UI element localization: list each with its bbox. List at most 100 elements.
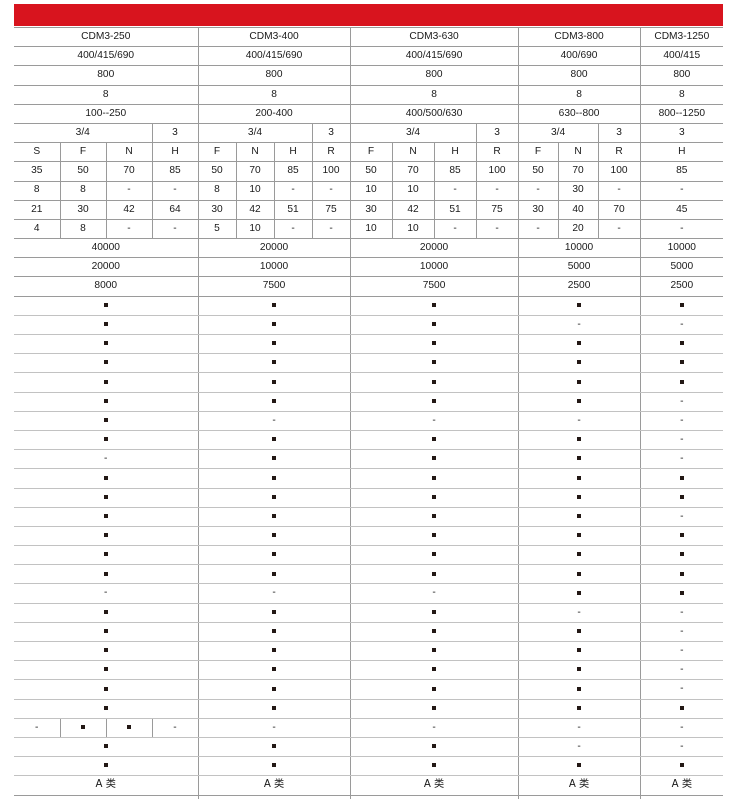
feature-11-g2 — [198, 488, 351, 508]
feature-01-g5 — [640, 296, 724, 316]
feature-13-g4 — [518, 526, 641, 547]
bullet-marker — [432, 302, 437, 307]
table-row — [14, 488, 724, 508]
feature-12-g2 — [198, 507, 351, 527]
pole-count-g3-2: 3 — [476, 123, 519, 144]
bullet-marker — [272, 667, 277, 672]
bullet-marker — [432, 686, 437, 691]
insulation-voltage-g2: 800 — [198, 65, 351, 86]
group-title-3: CDM3-630 — [350, 26, 519, 48]
bullet-marker — [81, 725, 85, 730]
breaking-capacity-icu-g1-1: 35 — [14, 161, 61, 182]
bullet-marker — [272, 302, 277, 307]
bullet-marker — [577, 475, 582, 480]
breaking-capacity-icu-g1-4: 85 — [152, 161, 199, 182]
table-row — [14, 334, 724, 355]
bullet-marker — [679, 533, 684, 538]
bullet-marker — [577, 552, 582, 557]
table-row: CDM3-250 CDM3-400 CDM3-630 CDM3-800 CDM3-125… — [14, 26, 724, 48]
bullet-marker — [577, 494, 582, 499]
feature-15-g3 — [350, 564, 519, 585]
bullet-marker — [272, 475, 277, 480]
bullet-marker — [272, 763, 277, 768]
feature-14-g5 — [640, 545, 724, 566]
row-d-g1-1: 4 — [14, 219, 61, 240]
breaking-capacity-icu-g3-1: 50 — [350, 161, 393, 182]
feature-09-g1: - — [14, 449, 199, 470]
bullet-marker — [272, 341, 277, 346]
electrical-life-1-g3: 10000 — [350, 257, 519, 278]
row-d-g4-1: - — [518, 219, 559, 240]
sub-header-g2-H-2: H — [274, 142, 313, 163]
impulse-withstand-g5: 8 — [640, 85, 724, 105]
feature-12-g3 — [350, 507, 519, 527]
bullet-marker — [432, 648, 437, 653]
sub-header-g4-N-1: N — [558, 142, 599, 163]
feature-23-split-g5: - — [640, 718, 724, 738]
feature-18-g3 — [350, 622, 519, 643]
bullet-marker — [679, 360, 684, 365]
bullet-marker — [679, 571, 684, 576]
breaking-capacity-ics-g2-1: 30 — [198, 200, 237, 220]
feature-08-g1 — [14, 430, 199, 451]
bullet-marker — [103, 533, 108, 538]
row-d-g1-2: 8 — [60, 219, 107, 240]
bullet-marker — [577, 513, 582, 518]
bullet-marker — [577, 437, 582, 442]
feature-03-g1 — [14, 334, 199, 355]
feature-22-g3 — [350, 699, 519, 719]
breaking-capacity-icu-g1-2: 50 — [60, 161, 107, 182]
sub-header-g3-H-2: H — [434, 142, 477, 163]
table-row: ---- — [14, 411, 724, 431]
bullet-marker — [577, 705, 582, 710]
pole-count-g2-2: 3 — [312, 123, 351, 144]
feature-18-g2 — [198, 622, 351, 643]
feature-25-g5 — [640, 756, 724, 777]
feature-19-g3 — [350, 641, 519, 662]
feature-24-g2 — [198, 737, 351, 758]
feature-19-g5: - — [640, 641, 724, 662]
rated-voltage-g2: 400/415/690 — [198, 46, 351, 67]
impulse-withstand-g1: 8 — [14, 85, 199, 105]
table-row: - — [14, 507, 724, 527]
feature-15-g4 — [518, 564, 641, 585]
red-header-bar — [14, 4, 723, 26]
certification-g2: CCC, KEMA — [198, 795, 351, 799]
bullet-marker — [127, 725, 131, 730]
feature-02-g3 — [350, 315, 519, 336]
bullet-marker — [432, 398, 437, 403]
table-row: -- — [14, 449, 724, 470]
bullet-marker — [272, 437, 277, 442]
feature-16-g3: - — [350, 583, 519, 604]
row-b-g2-3: - — [274, 181, 313, 201]
feature-14-g3 — [350, 545, 519, 566]
sub-header-g1-N-2: N — [106, 142, 153, 163]
rated-current-range-g5: 800--1250 — [640, 104, 724, 124]
mechanical-life-g4: 10000 — [518, 238, 641, 259]
feature-15-g2 — [198, 564, 351, 585]
row-b-g3-4: - — [476, 181, 519, 201]
feature-19-g2 — [198, 641, 351, 662]
bullet-marker — [432, 341, 437, 346]
bullet-marker — [577, 763, 582, 768]
feature-22-g1 — [14, 699, 199, 719]
feature-14-g1 — [14, 545, 199, 566]
bullet-marker — [272, 705, 277, 710]
feature-03-g4 — [518, 334, 641, 355]
table-row — [14, 353, 724, 374]
bullet-marker — [103, 686, 108, 691]
bullet-marker — [103, 552, 108, 557]
bullet-marker — [577, 398, 582, 403]
bullet-marker — [679, 494, 684, 499]
table-row: --- — [14, 583, 724, 604]
feature-10-g3 — [350, 468, 519, 489]
mechanical-life-g3: 20000 — [350, 238, 519, 259]
feature-06-g3 — [350, 392, 519, 412]
feature-17-g3 — [350, 603, 519, 623]
breaking-capacity-ics-g2-4: 75 — [312, 200, 351, 220]
breaking-capacity-icu-g1-3: 70 — [106, 161, 153, 182]
table-row: 3/4 3 3/4 3 3/4 3 3/4 3 3 — [14, 123, 724, 144]
feature-14-g4 — [518, 545, 641, 566]
